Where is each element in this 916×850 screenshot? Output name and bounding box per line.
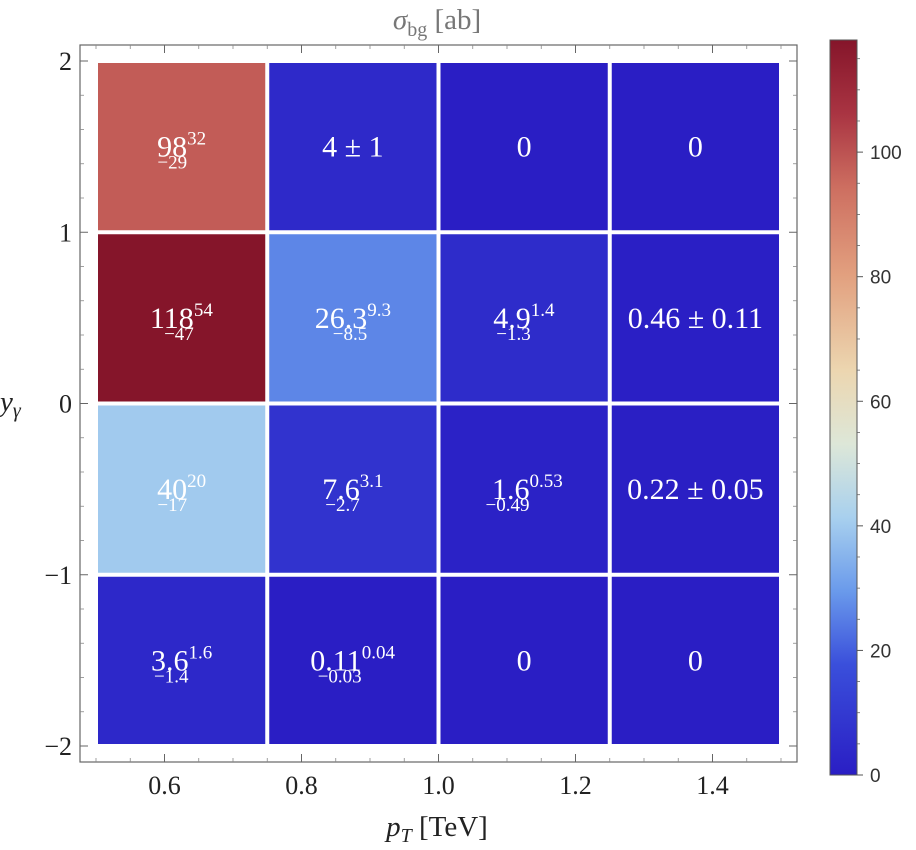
cell-label: 0	[517, 644, 532, 677]
heatmap-cells	[98, 63, 779, 744]
cell-label-upper-error: 1.6	[189, 642, 213, 663]
title-sub: bg	[407, 19, 427, 41]
cell-label-value: 40	[157, 473, 187, 506]
cell-label-value: 26.3	[315, 302, 368, 335]
x-axis-label: pT [TeV]	[384, 811, 488, 847]
x-tick-label: 0.8	[285, 771, 318, 800]
y-tick-label: −2	[44, 732, 72, 761]
cell-label-lower-error: −17	[157, 495, 187, 516]
colorbar-tick-label: 20	[870, 641, 891, 662]
cell-label-upper-error: 0.53	[529, 471, 562, 492]
cell-label: 4 ± 1	[322, 131, 383, 164]
cell-label-lower-error: −1.4	[154, 666, 189, 687]
heatmap-cell	[98, 63, 266, 231]
cell-label: 9832 −29	[157, 129, 206, 174]
cell-label-value: 1.6	[492, 473, 530, 506]
x-tick-label: 1.2	[559, 771, 592, 800]
heatmap-cell	[440, 405, 608, 573]
cell-label: 26.39.3 −8.5	[315, 300, 391, 345]
colorbar-tick-label: 40	[870, 517, 891, 538]
cell-label-upper-error: 3.1	[360, 471, 384, 492]
cell-label: 4020 −17	[157, 471, 206, 516]
xlabel-main: p	[384, 811, 401, 843]
cell-label-value: 0.11	[310, 644, 361, 677]
cell-label: 0	[688, 131, 703, 164]
heatmap-cell	[440, 63, 608, 231]
colorbar-tick-label: 80	[870, 268, 891, 289]
heatmap-cell	[611, 405, 779, 573]
cell-label-lower-error: −0.49	[486, 495, 530, 516]
cell-label-value: 3.6	[151, 644, 189, 677]
heatmap-cell	[611, 234, 779, 402]
ylabel-main: y	[0, 386, 13, 418]
colorbar-tick-label: 0	[870, 766, 881, 787]
heatmap-cell	[98, 234, 266, 402]
x-tick-label: 0.6	[148, 771, 181, 800]
heatmap-cell	[440, 234, 608, 402]
cell-label-upper-error: 0.04	[362, 642, 396, 663]
cell-label-value: 4.9	[493, 302, 531, 335]
cell-label: 0	[688, 644, 703, 677]
y-tick-label: 1	[59, 218, 72, 247]
heatmap-cell	[269, 405, 437, 573]
cell-label-upper-error: 1.4	[531, 300, 555, 321]
title-unit: [ab]	[427, 4, 481, 36]
cell-label-upper-error: 32	[187, 129, 206, 150]
cell-label-value: 7.6	[322, 473, 360, 506]
heatmap-cell	[611, 63, 779, 231]
cell-label: 4.91.4 −1.3	[493, 300, 555, 345]
cell-label-lower-error: −2.7	[325, 495, 359, 516]
colorbar-tick-label: 100	[870, 143, 902, 164]
cell-label-value: 98	[157, 131, 187, 164]
cell-label: 11854 −47	[150, 300, 213, 345]
y-axis-label: yγ	[0, 386, 22, 422]
chart-title: σbg [ab]	[393, 4, 481, 41]
heatmap-cell	[611, 576, 779, 744]
colorbar	[829, 39, 858, 776]
cell-label: 0.110.04 −0.03	[310, 642, 395, 687]
cell-label: 0	[517, 131, 532, 164]
heatmap-cell	[269, 576, 437, 744]
cell-label-lower-error: −0.03	[318, 666, 362, 687]
colorbar-ticks: 0 20 40 60 80 100	[857, 58, 902, 787]
axes: 0.6 0.8 1.0 1.2 1.4 2 1 0 −1 −2	[44, 45, 797, 800]
cell-label-lower-error: −8.5	[333, 324, 367, 345]
cell-label-upper-error: 20	[187, 471, 206, 492]
xlabel-sub: T	[401, 825, 414, 847]
y-tick-label: −1	[44, 561, 72, 590]
cell-label-lower-error: −1.3	[496, 324, 530, 345]
cell-label-value: 118	[150, 302, 194, 335]
ylabel-sub: γ	[13, 400, 22, 422]
heatmap-cell	[98, 405, 266, 573]
heatmap-cell	[98, 576, 266, 744]
y-tick-label: 2	[59, 47, 72, 76]
cell-label-lower-error: −29	[157, 153, 187, 174]
title-main: σ	[393, 4, 409, 36]
cell-label: 0.46 ± 0.11	[628, 302, 763, 335]
heatmap-cell	[269, 234, 437, 402]
y-tick-label: 0	[59, 390, 72, 419]
cell-label-upper-error: 54	[194, 300, 214, 321]
cell-label: 7.63.1 −2.7	[322, 471, 383, 516]
colorbar-tick-label: 60	[870, 392, 891, 413]
cell-label: 0.22 ± 0.05	[627, 473, 763, 506]
cell-label-upper-error: 9.3	[367, 300, 391, 321]
cell-label: 3.61.6 −1.4	[151, 642, 212, 687]
cell-label-lower-error: −47	[164, 324, 194, 345]
heatmap-cell	[269, 63, 437, 231]
x-tick-label: 1.4	[696, 771, 729, 800]
xlabel-unit: [TeV]	[412, 811, 488, 843]
heatmap-cell	[440, 576, 608, 744]
x-tick-label: 1.0	[422, 771, 455, 800]
cell-label: 1.60.53 −0.49	[486, 471, 563, 516]
